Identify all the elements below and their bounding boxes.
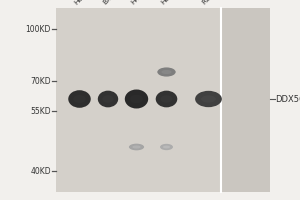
Ellipse shape [102,95,114,103]
Text: 70KD: 70KD [30,76,51,86]
Text: HepG2: HepG2 [73,0,95,6]
Ellipse shape [157,67,176,77]
Ellipse shape [98,91,118,107]
Ellipse shape [195,91,222,107]
Ellipse shape [130,95,143,103]
Ellipse shape [132,145,141,149]
Ellipse shape [125,89,148,109]
Ellipse shape [161,70,172,74]
Ellipse shape [163,146,170,148]
Bar [56,8,220,192]
Text: DDX56: DDX56 [275,95,300,104]
Text: 100KD: 100KD [26,24,51,33]
Ellipse shape [156,91,177,107]
Ellipse shape [160,95,172,103]
Text: HeLa: HeLa [160,0,177,6]
Text: Rat brain: Rat brain [202,0,229,6]
Text: 55KD: 55KD [30,106,51,116]
Ellipse shape [129,144,144,150]
Ellipse shape [160,144,173,150]
Ellipse shape [68,90,91,108]
Ellipse shape [201,95,216,103]
Text: 40KD: 40KD [30,166,51,176]
Bar [220,8,270,192]
Text: H460: H460 [130,0,148,6]
Text: BxPC3: BxPC3 [101,0,122,6]
Ellipse shape [73,95,86,103]
